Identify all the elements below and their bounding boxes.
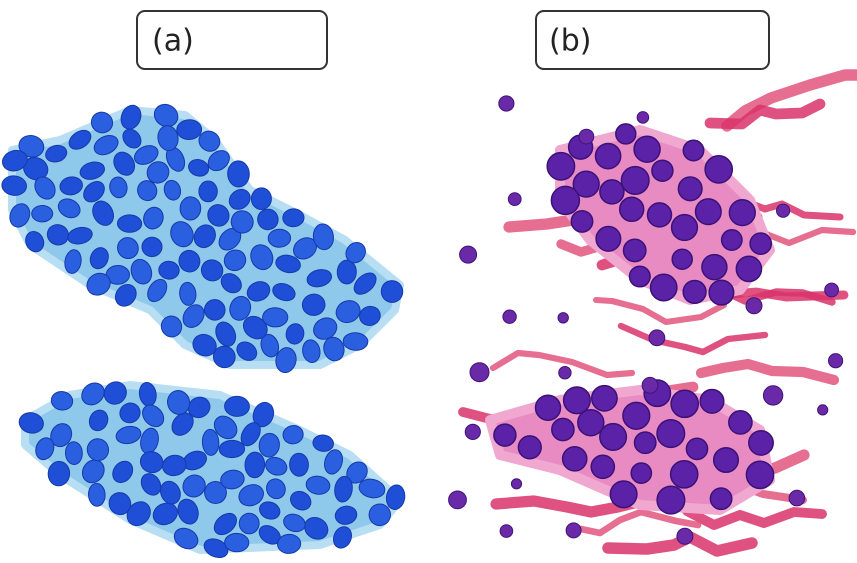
nucleus xyxy=(566,523,581,538)
panel-a: (a) xyxy=(137,11,327,69)
nucleus xyxy=(465,424,480,439)
nucleus xyxy=(648,203,672,227)
figure: (a) (b) xyxy=(0,0,857,563)
nucleus xyxy=(600,180,624,204)
nucleus xyxy=(672,249,692,269)
nucleus xyxy=(818,405,828,415)
nucleus xyxy=(710,488,731,509)
nucleus xyxy=(500,525,513,538)
nucleus xyxy=(559,367,571,379)
nucleus xyxy=(518,436,541,459)
nucleus xyxy=(610,481,637,508)
nucleus xyxy=(449,491,467,509)
nucleus xyxy=(763,386,782,405)
nucleus xyxy=(678,177,702,201)
nucleus xyxy=(558,313,568,323)
nucleus xyxy=(671,390,698,417)
nucleus xyxy=(592,386,617,411)
nucleus xyxy=(729,411,752,434)
nucleus xyxy=(635,432,656,453)
nucleus xyxy=(634,136,660,162)
nucleus xyxy=(591,455,614,478)
nucleus xyxy=(746,298,762,314)
nucleus xyxy=(578,410,604,436)
nucleus xyxy=(571,211,592,232)
nucleus xyxy=(552,418,574,440)
nucleus xyxy=(683,281,706,304)
nucleus xyxy=(671,461,698,488)
nucleus xyxy=(511,479,521,489)
nucleus xyxy=(494,424,516,446)
nucleus xyxy=(736,256,761,281)
nucleus xyxy=(337,260,356,284)
nucleus xyxy=(623,402,650,429)
nucleus xyxy=(219,440,245,458)
nucleus xyxy=(677,528,693,544)
nucleus xyxy=(142,237,162,256)
nucleus xyxy=(700,390,724,414)
nucleus xyxy=(508,193,521,206)
nucleus xyxy=(32,205,53,222)
nucleus xyxy=(624,239,646,261)
nucleus xyxy=(536,395,561,420)
nucleus xyxy=(596,144,621,169)
nucleus xyxy=(825,283,839,297)
nucleus xyxy=(714,448,739,473)
panel-label: (b) xyxy=(549,24,591,59)
nucleus xyxy=(777,204,790,217)
nucleus xyxy=(343,332,368,350)
nucleus xyxy=(789,490,805,506)
nucleus xyxy=(600,424,627,451)
nucleus xyxy=(705,156,732,183)
nucleus xyxy=(564,387,591,414)
nucleus xyxy=(503,310,516,323)
nucleus xyxy=(649,330,665,346)
nucleus xyxy=(686,438,707,459)
nucleus xyxy=(262,307,288,327)
nucleus xyxy=(637,112,649,124)
nucleus xyxy=(579,129,594,144)
page: {"panels": [{"label": "(a)"}, {"label": … xyxy=(0,0,857,563)
nucleus xyxy=(746,461,773,488)
nucleus xyxy=(749,431,773,455)
nucleus xyxy=(702,255,727,280)
nucleus xyxy=(251,188,272,210)
nucleus xyxy=(551,186,579,214)
nucleus xyxy=(563,447,587,471)
nucleus xyxy=(282,208,304,227)
nucleus xyxy=(268,229,291,247)
nucleus xyxy=(224,396,249,417)
nucleus xyxy=(683,140,703,160)
nucleus xyxy=(117,215,141,233)
nucleus xyxy=(470,363,489,382)
nucleus xyxy=(722,230,742,250)
nucleus xyxy=(224,533,249,552)
panel-label: (a) xyxy=(152,24,194,59)
nucleus xyxy=(630,266,651,287)
nucleus xyxy=(239,513,260,535)
nucleus xyxy=(499,96,514,111)
nucleus xyxy=(729,200,755,226)
nucleus xyxy=(596,227,621,252)
nucleus xyxy=(620,197,644,221)
nucleus xyxy=(672,215,698,241)
nucleus xyxy=(709,280,734,305)
panel-b: (b) xyxy=(536,11,769,69)
nucleus xyxy=(657,486,685,514)
nucleus xyxy=(621,167,649,195)
nucleus xyxy=(642,377,658,393)
nucleus xyxy=(460,246,477,263)
nucleus xyxy=(829,354,843,368)
nucleus xyxy=(652,160,673,181)
nucleus xyxy=(616,124,636,144)
nucleus xyxy=(651,274,677,300)
nucleus xyxy=(245,452,265,478)
nucleus xyxy=(65,441,83,464)
nucleus xyxy=(547,153,574,180)
nucleus xyxy=(750,233,771,254)
nucleus xyxy=(696,199,722,225)
nucleus xyxy=(657,420,685,448)
nucleus xyxy=(631,463,651,483)
nucleus xyxy=(199,181,217,202)
